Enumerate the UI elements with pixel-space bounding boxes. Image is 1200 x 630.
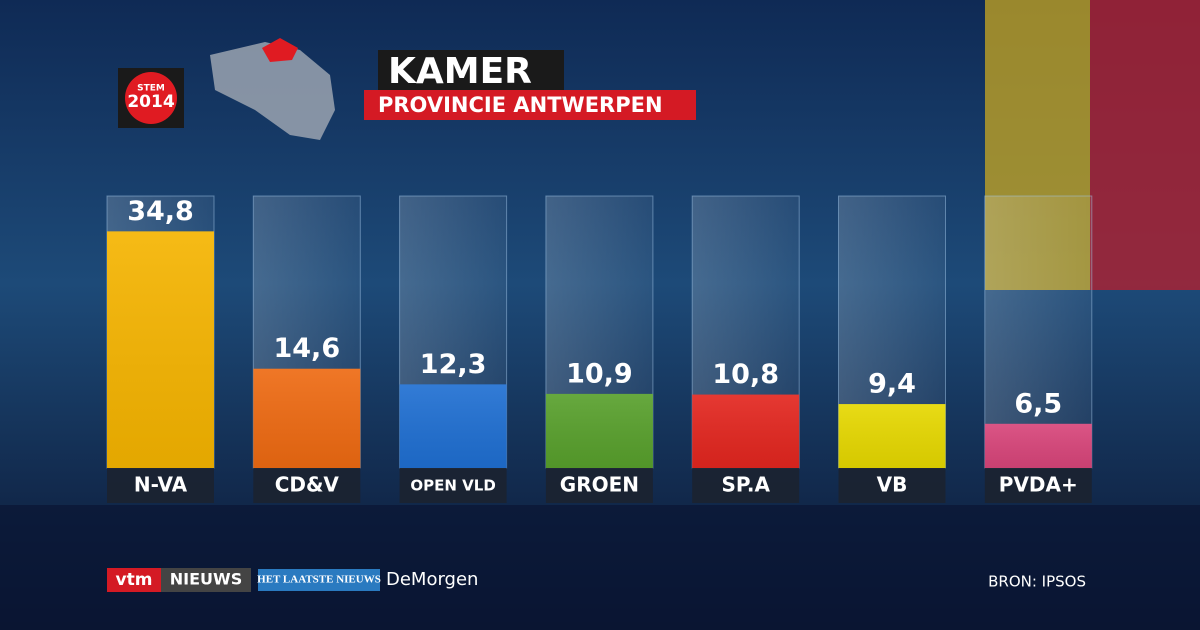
bar-shade <box>399 384 507 468</box>
chart-subtitle: PROVINCIE ANTWERPEN <box>378 93 663 117</box>
category-label: GROEN <box>560 473 639 497</box>
value-label: 14,6 <box>273 333 340 364</box>
bar-shade <box>984 423 1092 468</box>
category-box <box>692 468 800 503</box>
source: BRON: IPSOS <box>988 573 1086 591</box>
category-label: N-VA <box>134 473 188 497</box>
category-label: PVDA+ <box>999 473 1078 497</box>
value-label: 12,3 <box>420 349 487 380</box>
category-label: SP.A <box>721 473 770 497</box>
logo-top: STEM <box>137 84 165 94</box>
sponsor: HET LAATSTE NIEUWS <box>257 574 381 586</box>
sponsor: NIEUWS <box>170 570 242 589</box>
chart-title: KAMER <box>388 51 532 92</box>
category-label: CD&V <box>275 473 340 497</box>
flag-red <box>1090 0 1200 290</box>
province-highlight <box>262 38 298 62</box>
value-label: 10,9 <box>566 358 633 389</box>
value-label: 9,4 <box>868 369 916 400</box>
category-box <box>545 468 653 503</box>
category-label: OPEN VLD <box>410 477 495 495</box>
logo-circle <box>125 72 177 124</box>
value-label: 10,8 <box>712 359 779 390</box>
sponsor-box <box>258 569 380 591</box>
category-box <box>107 468 214 503</box>
category-box <box>253 468 361 503</box>
category-box <box>399 468 507 503</box>
logo-bottom: 2014 <box>127 92 174 112</box>
bar-shade <box>838 404 946 468</box>
subtitle-box <box>364 90 696 120</box>
bar-shade <box>692 394 800 468</box>
bar-shade <box>107 231 214 468</box>
belgium-map <box>210 42 335 140</box>
category-box <box>984 468 1092 503</box>
sponsor: DeMorgen <box>386 569 478 590</box>
value-label: 34,8 <box>127 196 194 227</box>
title-box <box>378 50 564 92</box>
category-label: VB <box>877 473 908 497</box>
sponsor-box <box>161 568 251 592</box>
value-label: 6,5 <box>1014 388 1062 419</box>
category-box <box>838 468 946 503</box>
sponsor-box <box>107 568 161 592</box>
bar-shade <box>253 368 361 468</box>
bar-container <box>984 195 1093 469</box>
sponsor: vtm <box>116 570 153 590</box>
floor <box>0 505 1200 630</box>
bar-shade <box>545 393 653 468</box>
